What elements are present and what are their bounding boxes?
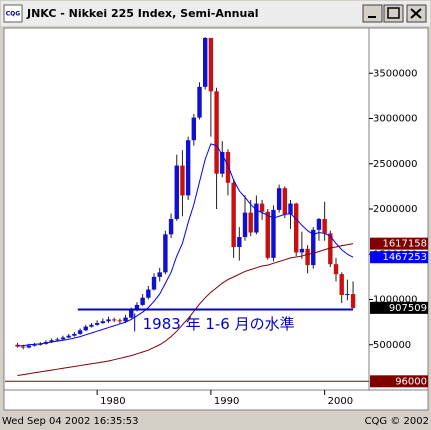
candle-body (168, 218, 174, 235)
annotation-text: 1983 年 1-6 月の水準 (143, 315, 295, 333)
ma-long-last-label: 1617158 (382, 239, 427, 250)
candle-body (333, 264, 339, 275)
candle-body (276, 188, 282, 210)
close-button[interactable] (406, 4, 427, 23)
chart-title: JNKC - Nikkei 225 Index, Semi-Annual (26, 7, 259, 20)
x-tick-label: 1990 (214, 396, 239, 407)
moving-average-line (17, 143, 354, 347)
candle-body (55, 339, 60, 341)
close-last-label-box (370, 301, 428, 314)
y-tick-label: 2500000 (373, 159, 418, 170)
price-axis (368, 27, 429, 391)
candle-body (146, 289, 151, 298)
candle-body (214, 91, 219, 174)
candle-body (350, 294, 356, 308)
candle-body (294, 203, 299, 253)
logo: CQG (6, 11, 21, 18)
candle-body (305, 248, 310, 266)
title-bar (1, 1, 430, 26)
candle-body (94, 323, 100, 325)
candle-body (220, 151, 225, 174)
candle-body (134, 304, 140, 311)
candle-body (225, 151, 231, 183)
y-tick-label: 500000 (373, 340, 411, 351)
plot-area (3, 27, 370, 391)
close-last-label: 907509 (389, 303, 427, 314)
ma-long-last-label-box (370, 237, 428, 250)
candle-body (112, 319, 117, 321)
candle-body (316, 218, 322, 230)
candle-body (49, 340, 54, 343)
candle-body (248, 212, 253, 233)
floor-label: 96000 (395, 376, 427, 387)
candle-body (271, 209, 276, 258)
candle-body (231, 182, 236, 248)
time-axis (3, 389, 429, 411)
candle-body (180, 165, 185, 196)
candle-body (89, 324, 94, 327)
candle-body (242, 212, 248, 238)
candle-body (129, 310, 134, 318)
candle-body (197, 86, 202, 118)
candle-body (265, 211, 270, 258)
candle-body (66, 335, 71, 338)
floor-label-box (370, 375, 428, 388)
x-tick-label: 1980 (100, 396, 125, 407)
minimize-button[interactable] (362, 4, 383, 23)
candle-body (163, 234, 168, 273)
candle-body (140, 297, 145, 305)
y-tick-label: 3500000 (373, 68, 418, 79)
candle-body (123, 317, 128, 322)
candle-body (282, 188, 288, 215)
candle-body (157, 272, 162, 277)
candle-body (77, 330, 83, 334)
candle-body (322, 218, 327, 234)
candle-body (288, 203, 293, 215)
candle-body (208, 37, 214, 92)
candle-body (151, 276, 157, 290)
candle-body (311, 229, 316, 266)
candle-body (191, 117, 197, 141)
timestamp: Wed Sep 04 2002 16:35:53 (2, 416, 138, 427)
y-tick-label: 3000000 (373, 114, 418, 125)
candle-body (345, 294, 350, 296)
candle-body (21, 346, 26, 348)
candle-body (254, 203, 259, 233)
candle-body (339, 274, 344, 295)
copyright: CQG © 2002 (365, 416, 429, 427)
maximize-button[interactable] (383, 4, 404, 23)
candle-body (83, 326, 88, 331)
candle-body (259, 203, 265, 212)
logo-box (3, 4, 23, 23)
candle-body (299, 248, 305, 253)
candle-body (26, 345, 32, 348)
y-tick-label: 1000000 (373, 295, 418, 306)
candle-body (237, 237, 242, 248)
candle-body (328, 233, 333, 265)
candle-body (100, 321, 106, 324)
moving-average-line (17, 243, 354, 377)
candle-body (185, 140, 191, 196)
candle-body (174, 165, 179, 219)
ma-short-last-label-box (370, 251, 428, 264)
candle-body (117, 320, 123, 322)
x-tick-label: 2000 (328, 396, 353, 407)
candle-body (203, 37, 208, 87)
candle-body (32, 344, 37, 346)
ma-short-last-label: 1467253 (382, 252, 427, 263)
y-tick-label: 2000000 (373, 204, 418, 215)
candle-body (60, 337, 66, 340)
candle-body (106, 319, 111, 322)
candle-body (72, 333, 77, 336)
